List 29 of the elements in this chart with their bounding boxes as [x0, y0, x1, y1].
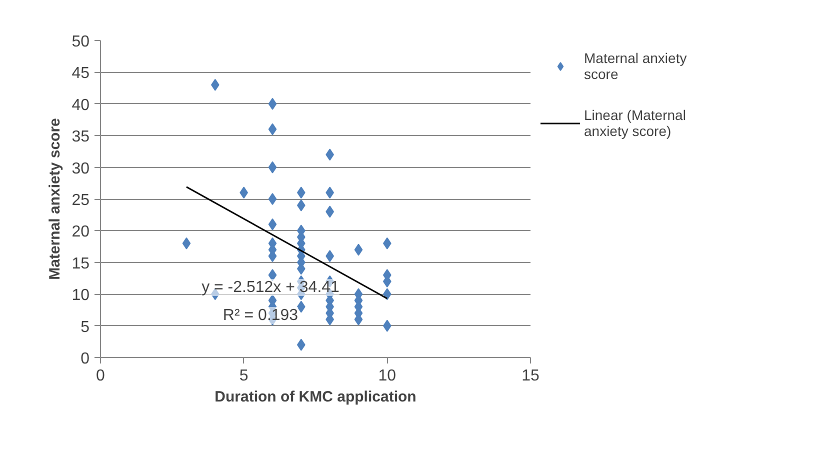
x-axis-title: Duration of KMC application — [214, 388, 416, 406]
y-axis-title: Maternal anxiety score — [46, 118, 64, 280]
y-tick-label: 10 — [72, 287, 90, 304]
point — [268, 98, 277, 110]
y-tick-label: 15 — [72, 255, 90, 272]
point — [268, 218, 277, 230]
legend-label: Linear (Maternal anxiety score) — [584, 107, 686, 139]
y-tick-label: 40 — [72, 96, 90, 114]
point — [268, 161, 277, 174]
y-tick-label: 30 — [72, 160, 90, 178]
y-tick-label: 0 — [80, 350, 90, 368]
y-tick-label: 20 — [72, 224, 90, 241]
y-tick-label: 45 — [72, 65, 90, 82]
x-tick-label: 5 — [239, 368, 248, 384]
y-tick-label: 35 — [72, 128, 90, 146]
point — [268, 269, 277, 282]
y-tick-label: 25 — [72, 192, 90, 209]
point — [354, 244, 363, 256]
annotation: R² = 0.193 — [222, 307, 298, 324]
x-tick-label: 0 — [96, 368, 106, 384]
point — [268, 123, 277, 136]
x-tick-label: 10 — [378, 368, 396, 384]
annotation: y = -2.512x + 34.41 — [202, 279, 340, 296]
point — [182, 237, 191, 250]
legend-label: Maternal anxiety score — [584, 50, 687, 82]
x-tick-label: 15 — [522, 368, 540, 384]
y-tick-label: 5 — [80, 318, 90, 336]
point — [268, 193, 277, 205]
y-tick-label: 50 — [72, 34, 90, 50]
